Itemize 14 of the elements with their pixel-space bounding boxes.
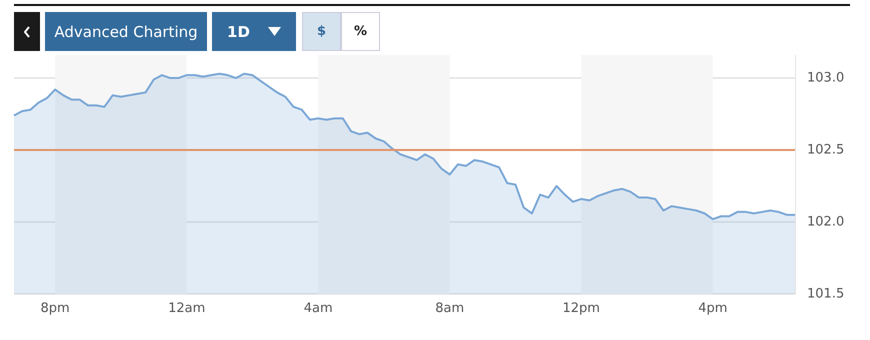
text: %: [341, 12, 380, 51]
y-tick-label: 102.0: [807, 214, 844, 230]
x-tick-label: 8pm: [40, 301, 70, 316]
y-tick-label: 102.5: [807, 142, 844, 158]
y-tick-label: 101.5: [807, 286, 844, 302]
x-tick-label: 4pm: [698, 301, 728, 316]
x-tick-label: 12pm: [562, 301, 600, 316]
text: Advanced Charting: [45, 12, 207, 51]
text: $: [302, 12, 341, 51]
y-tick-label: 103.0: [807, 70, 844, 86]
text: 1D: [227, 22, 250, 40]
x-tick-label: 8am: [435, 301, 464, 316]
x-tick-label: 12am: [168, 301, 206, 316]
x-tick-label: 4am: [304, 301, 333, 316]
